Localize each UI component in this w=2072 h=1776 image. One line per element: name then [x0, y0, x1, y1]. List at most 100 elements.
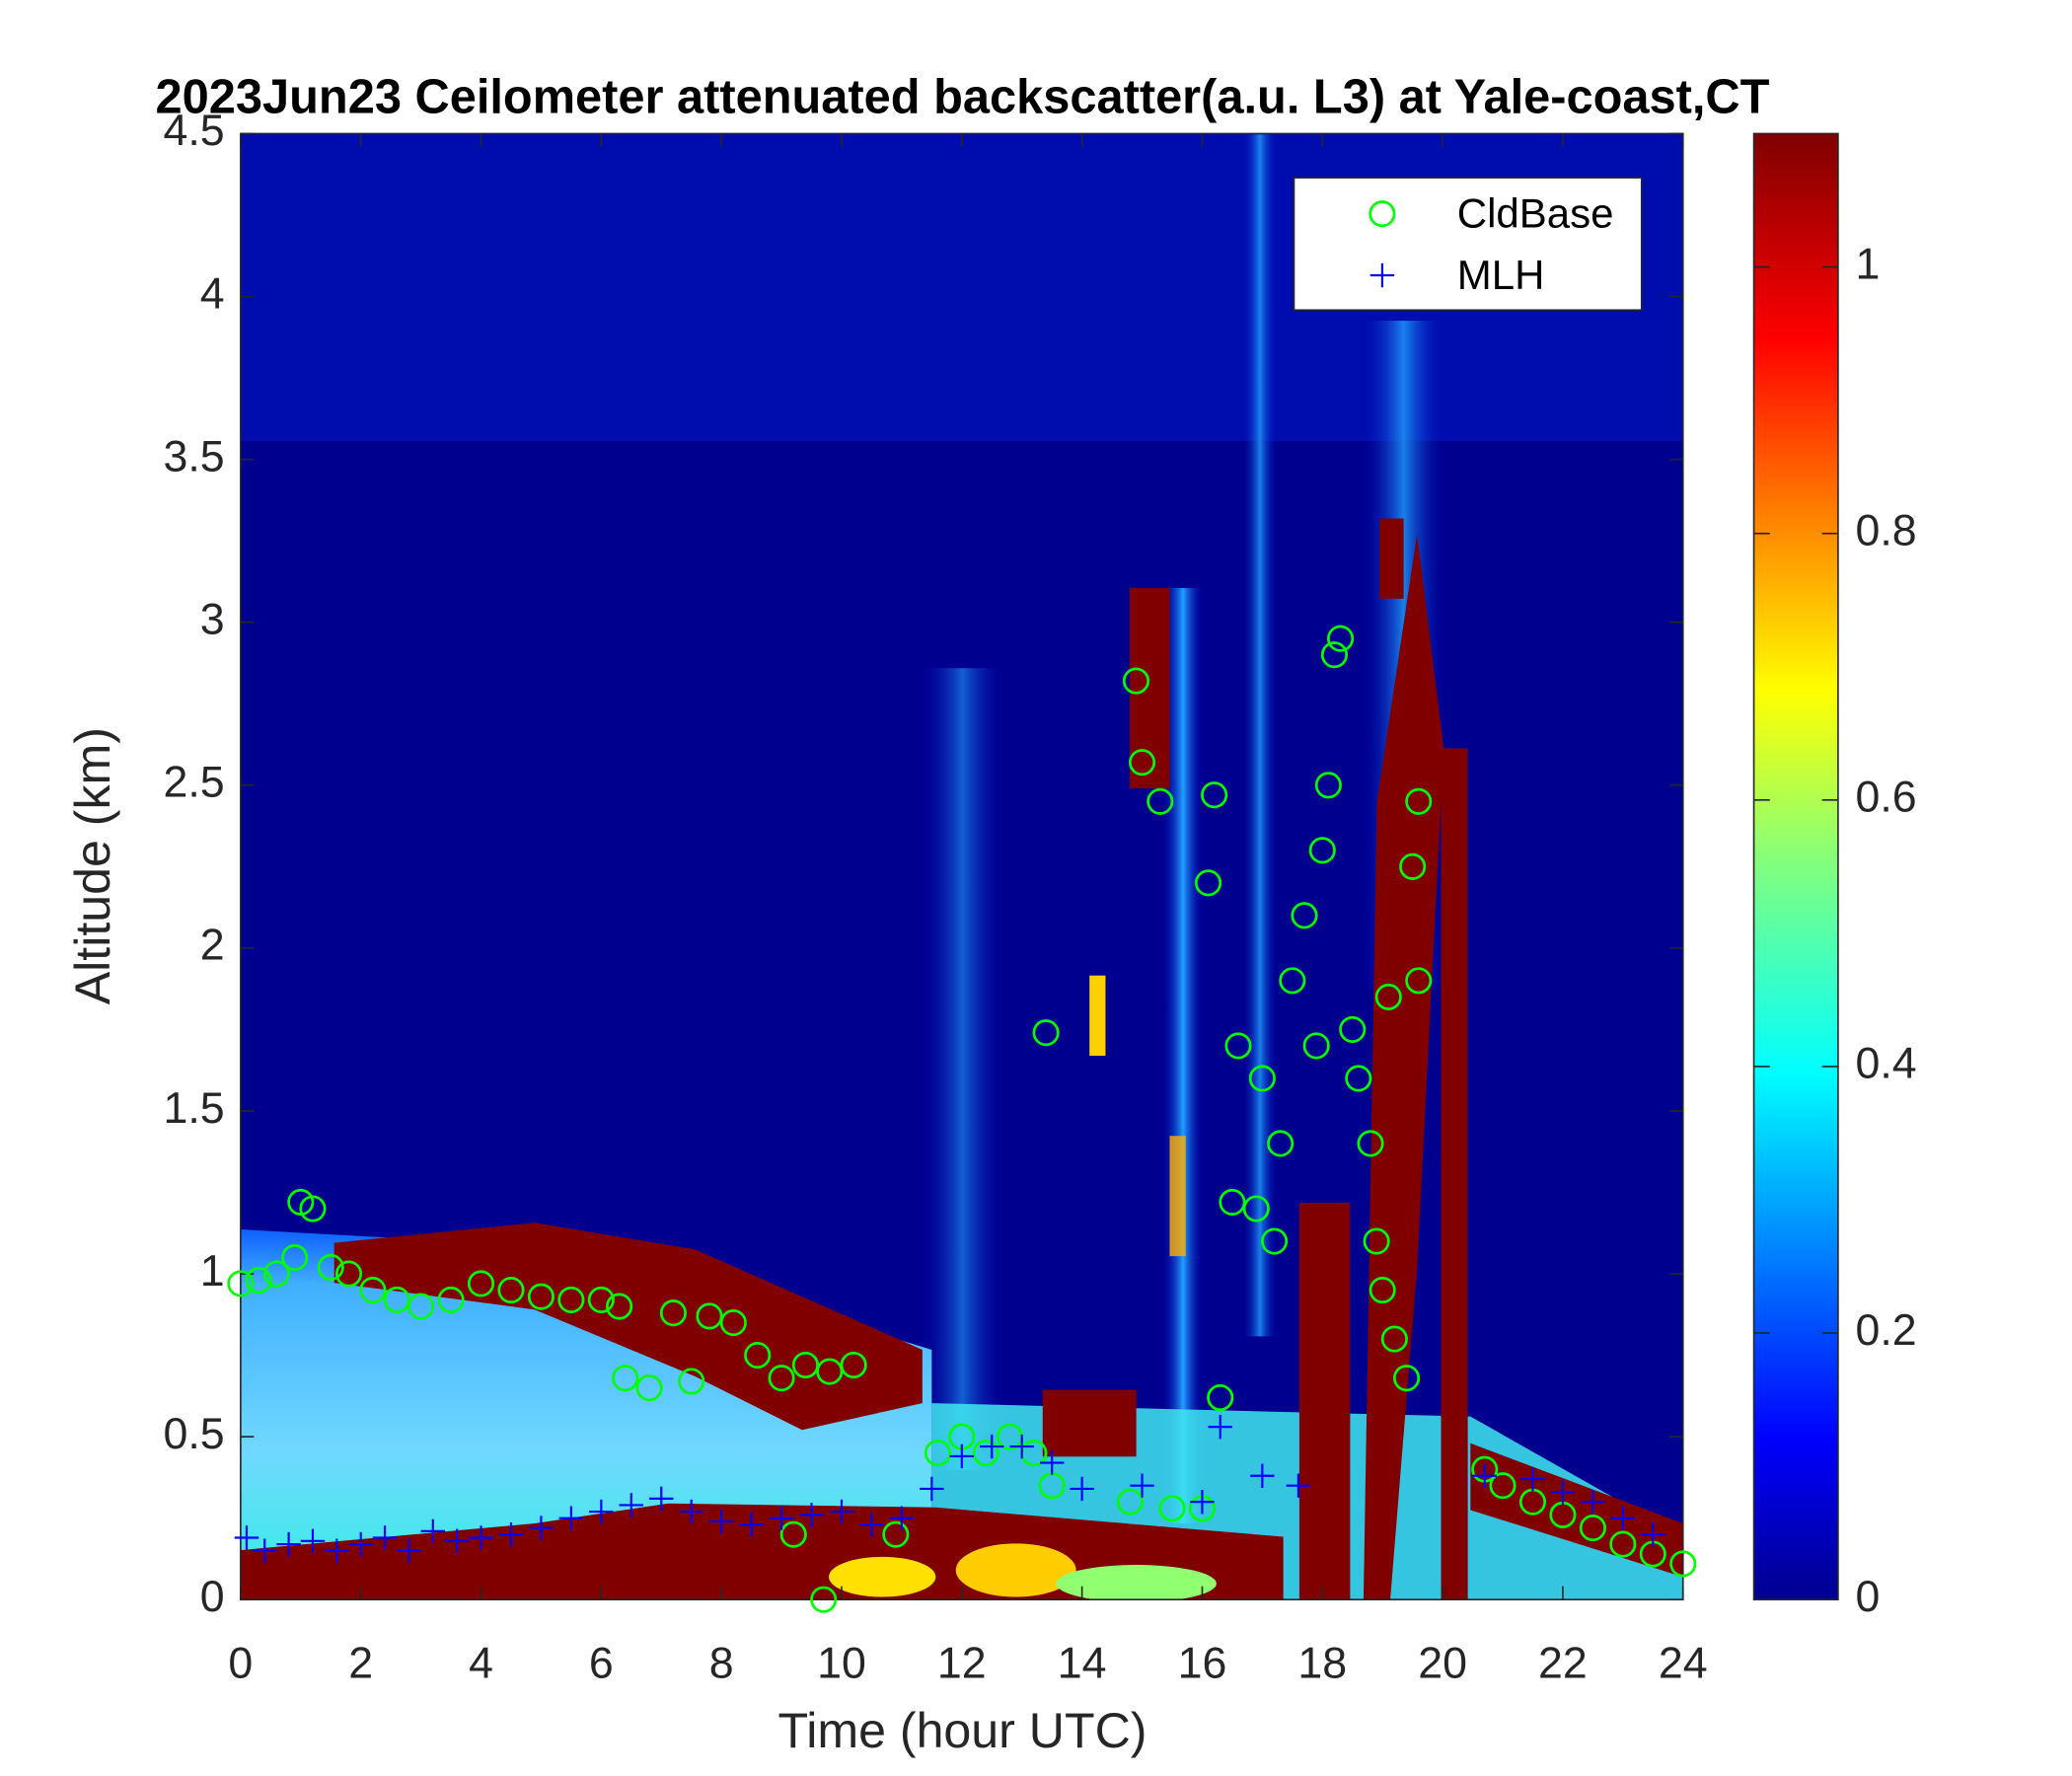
cloud-base-point	[1224, 1032, 1252, 1060]
y-tick-label: 0	[200, 1573, 225, 1621]
mlh-point	[1641, 1521, 1665, 1547]
cloud-base-point	[768, 1365, 795, 1392]
y-tick-label: 4.5	[163, 107, 224, 155]
cloud-base-point	[262, 1260, 290, 1288]
legend-label: MLH	[1457, 252, 1545, 298]
mlh-point	[276, 1531, 301, 1557]
mlh-point	[980, 1434, 1004, 1459]
y-axis-label: Altitude (km)	[65, 727, 120, 1004]
cloud-base-point	[1380, 1325, 1408, 1353]
colorbar-axis: 0 0.2 0.4 0.6 0.8 1	[1753, 240, 1917, 1621]
mlh-point	[1286, 1473, 1311, 1498]
y-tick-label: 1	[200, 1247, 225, 1295]
chart-title: 2023Jun23 Ceilometer attenuated backscat…	[156, 70, 1770, 123]
mlh-point	[1520, 1466, 1545, 1492]
cloud-base-point	[1260, 1227, 1289, 1255]
axes: 0 2 4 6 8 10 12 14 16 18 20 22 2400.511.522.533.544.…	[163, 107, 1707, 1687]
mlh-point	[348, 1531, 373, 1557]
x-tick-label: 4	[469, 1640, 493, 1688]
cloud-base-point	[882, 1520, 910, 1548]
x-tick-label: 2	[348, 1640, 373, 1688]
backscatter-field	[240, 133, 1683, 1600]
x-axis-label: Time (hour UTC)	[777, 1703, 1147, 1758]
y-tick-label: 2.5	[163, 759, 224, 807]
cloud-base-point	[467, 1270, 495, 1297]
cloud-base-point	[1609, 1530, 1637, 1558]
cloud-base-point	[1339, 1015, 1367, 1043]
cloud-base-point	[1116, 1488, 1144, 1516]
x-tick-label: 24	[1659, 1640, 1708, 1688]
cloud-base-point	[840, 1351, 867, 1379]
mlh-point	[529, 1516, 554, 1540]
cloud-base-point	[1267, 1130, 1295, 1157]
mlh-point	[1550, 1480, 1576, 1505]
cloud-base-point	[791, 1351, 819, 1379]
x-tick-label: 14	[1058, 1640, 1107, 1688]
x-tick-label: 20	[1418, 1640, 1467, 1688]
mlh-point	[1208, 1415, 1232, 1440]
cloud-base-point	[972, 1440, 999, 1467]
cloud-base-point	[1405, 787, 1433, 815]
mlh-point	[649, 1486, 674, 1512]
cloud-base-point	[1326, 625, 1355, 652]
mlh-point	[498, 1521, 524, 1547]
cloud-base-point	[1128, 749, 1156, 777]
cloud-base-point	[1291, 902, 1318, 929]
mlh-point	[1070, 1476, 1094, 1502]
mlh-point	[920, 1476, 944, 1502]
cloud-base-point	[1207, 1383, 1234, 1412]
legend: CldBase MLH	[1293, 177, 1643, 312]
cloud-base-point	[557, 1286, 585, 1314]
mlh-point	[889, 1506, 915, 1530]
cloud-base-point	[1357, 1130, 1384, 1157]
mlh-point	[1130, 1473, 1154, 1498]
cloud-base-point	[1399, 852, 1427, 880]
mlh-point	[679, 1499, 703, 1524]
cloud-base-point	[1489, 1472, 1517, 1500]
cloud-base-point	[719, 1309, 747, 1337]
cloud-base-point	[437, 1286, 465, 1314]
cloud-base-point	[245, 1267, 272, 1295]
cloud-base-point	[810, 1586, 838, 1613]
y-tick-label: 0.5	[163, 1410, 224, 1458]
cloud-base-point	[1194, 869, 1222, 897]
mlh-point	[397, 1538, 421, 1563]
cloud-base-point	[1374, 983, 1402, 1010]
mlh-point	[469, 1525, 493, 1550]
legend-marker	[1369, 200, 1396, 228]
cloud-base-point	[1405, 967, 1433, 995]
y-tick-label: 3	[200, 596, 225, 644]
cloud-base-point	[1669, 1550, 1697, 1578]
cloud-base-point	[678, 1368, 705, 1395]
cloud-base-point	[1314, 772, 1342, 799]
cloud-base-point	[1363, 1227, 1390, 1255]
mlh-point	[300, 1528, 326, 1553]
mlh-point	[234, 1525, 259, 1550]
cloud-base-point	[1219, 1188, 1246, 1216]
cloud-base-point	[1369, 1277, 1396, 1304]
cloud-base-point	[227, 1270, 255, 1297]
colorbar-tick-label: 1	[1856, 240, 1881, 288]
cloud-base-point	[359, 1277, 387, 1304]
mlh-point	[859, 1513, 884, 1537]
cloud-base-point	[407, 1293, 435, 1320]
cloud-base-point	[1279, 967, 1306, 995]
cloud-base-point	[334, 1260, 363, 1288]
mlh-point	[444, 1528, 470, 1553]
colorbar	[1752, 132, 1839, 1601]
mlh-point	[1250, 1463, 1275, 1488]
cloud-base-point	[1242, 1195, 1270, 1222]
cloud-base-point	[659, 1299, 687, 1327]
cloud-base-point	[281, 1243, 309, 1272]
colorbar-tick-label: 0.4	[1856, 1040, 1917, 1088]
mlh-point	[1190, 1489, 1215, 1515]
mlh-point	[372, 1525, 398, 1550]
mlh-point	[1581, 1489, 1605, 1515]
cloud-base-point	[1393, 1365, 1421, 1392]
x-tick-label: 0	[228, 1640, 253, 1688]
cloud-base-point	[1147, 787, 1174, 815]
y-tick-label: 4	[200, 269, 225, 318]
mlh-point	[619, 1493, 643, 1517]
mlh-point	[708, 1509, 734, 1534]
